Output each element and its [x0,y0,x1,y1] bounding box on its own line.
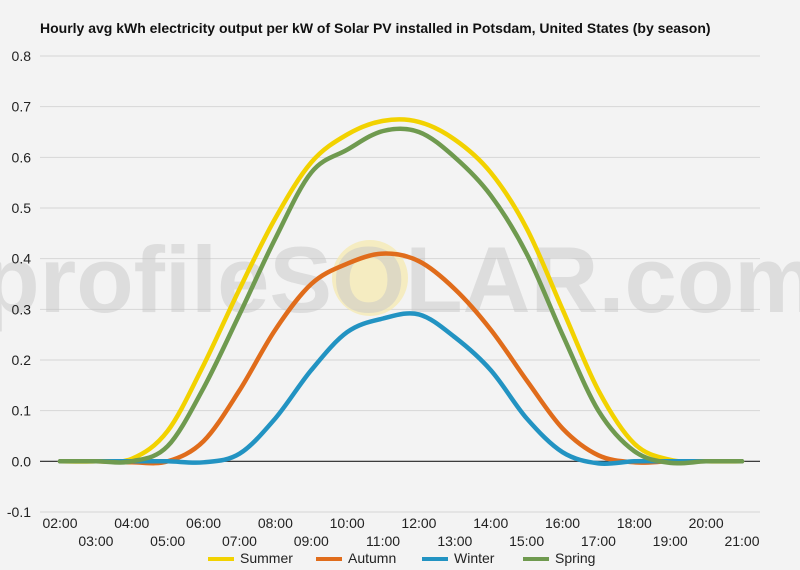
x-tick-label: 21:00 [724,533,759,549]
legend-label: Winter [454,550,495,566]
y-tick-label: 0.0 [12,453,32,469]
series-lines [57,117,745,467]
sun-icon [332,240,408,316]
x-tick-label: 19:00 [653,533,688,549]
legend-label: Summer [240,550,293,566]
x-tick-label: 12:00 [401,515,436,531]
x-tick-label: 11:00 [366,533,400,549]
x-tick-label: 09:00 [294,533,329,549]
x-tick-label: 15:00 [509,533,544,549]
series-line-summer [57,117,745,465]
x-tick-label: 02:00 [42,515,77,531]
x-tick-label: 16:00 [545,515,580,531]
y-tick-label: 0.4 [12,251,32,267]
x-tick-label: 08:00 [258,515,293,531]
y-tick-label: 0.1 [12,403,32,419]
y-tick-label: 0.3 [12,301,32,317]
x-tick-label: 13:00 [437,533,472,549]
x-tick-label: 17:00 [581,533,616,549]
x-tick-label: 05:00 [150,533,185,549]
y-tick-label: 0.8 [12,48,32,64]
x-tick-label: 14:00 [473,515,508,531]
x-axis-ticks: 02:0003:0004:0005:0006:0007:0008:0009:00… [42,515,759,549]
x-tick-label: 20:00 [689,515,724,531]
series-line-winter [57,311,745,467]
x-tick-label: 07:00 [222,533,257,549]
legend-label: Autumn [348,550,396,566]
x-tick-label: 06:00 [186,515,221,531]
y-tick-label: 0.7 [12,99,32,115]
x-tick-label: 04:00 [114,515,149,531]
chart-title: Hourly avg kWh electricity output per kW… [40,20,711,36]
x-tick-label: 18:00 [617,515,652,531]
y-tick-label: 0.6 [12,149,32,165]
y-axis-ticks: 0.8 0.7 0.6 0.5 0.4 0.3 0.2 0.1 0.0 -0.1 [7,48,31,520]
series-line-spring [57,126,745,466]
y-tick-label: -0.1 [7,504,31,520]
x-tick-label: 10:00 [330,515,365,531]
legend-label: Spring [555,550,595,566]
x-tick-label: 03:00 [78,533,113,549]
y-tick-label: 0.5 [12,200,32,216]
y-tick-label: 0.2 [12,352,32,368]
legend: Summer Autumn Winter Spring [208,550,595,566]
